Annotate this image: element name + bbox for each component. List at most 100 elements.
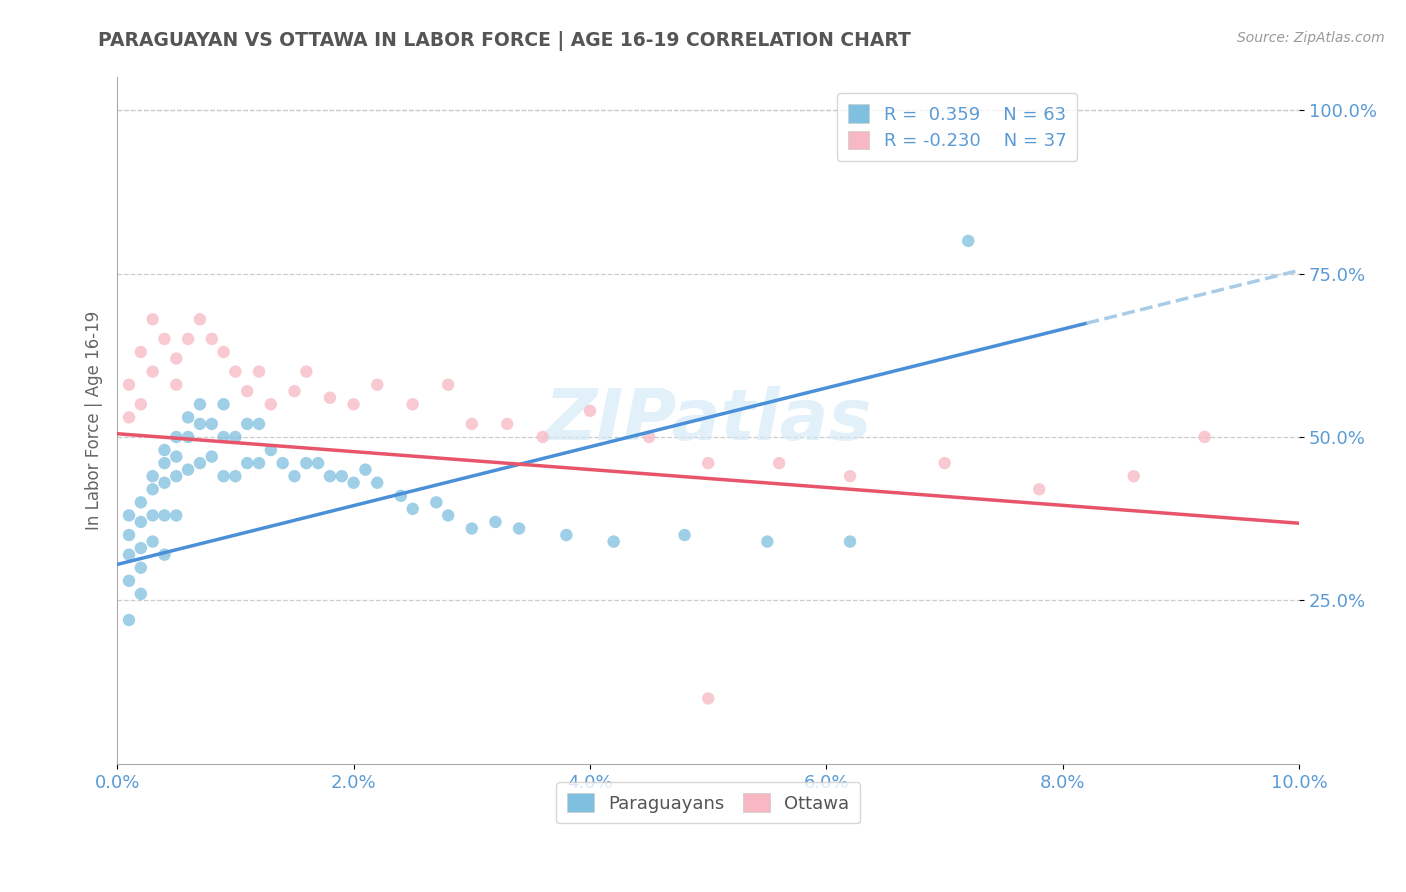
Point <box>129 515 152 529</box>
Point <box>177 410 200 425</box>
Point <box>165 377 187 392</box>
Point <box>461 417 484 431</box>
Y-axis label: In Labor Force | Age 16-19: In Labor Force | Age 16-19 <box>86 311 103 530</box>
Point <box>142 534 165 549</box>
Point <box>129 541 152 555</box>
Point <box>142 483 165 497</box>
Point <box>142 469 165 483</box>
Point <box>153 475 176 490</box>
Point <box>366 377 388 392</box>
Point <box>129 495 152 509</box>
Point <box>212 345 235 359</box>
Point <box>673 528 696 542</box>
Point <box>602 534 624 549</box>
Point <box>224 430 246 444</box>
Point <box>153 456 176 470</box>
Point <box>354 463 377 477</box>
Point <box>188 417 211 431</box>
Point <box>260 397 283 411</box>
Point <box>638 430 661 444</box>
Point <box>484 515 506 529</box>
Point <box>142 312 165 326</box>
Point <box>461 521 484 535</box>
Point <box>366 475 388 490</box>
Point <box>283 384 305 399</box>
Point <box>165 450 187 464</box>
Point <box>153 443 176 458</box>
Point <box>330 469 353 483</box>
Point <box>212 397 235 411</box>
Point <box>129 587 152 601</box>
Point <box>153 508 176 523</box>
Point <box>177 463 200 477</box>
Point <box>165 469 187 483</box>
Point <box>425 495 447 509</box>
Point <box>508 521 530 535</box>
Point <box>271 456 294 470</box>
Point <box>236 417 259 431</box>
Point <box>756 534 779 549</box>
Point <box>496 417 519 431</box>
Point <box>531 430 554 444</box>
Point <box>247 417 270 431</box>
Point <box>212 430 235 444</box>
Point <box>342 475 364 490</box>
Point <box>697 456 720 470</box>
Point <box>236 456 259 470</box>
Point <box>224 469 246 483</box>
Point <box>1122 469 1144 483</box>
Point <box>165 508 187 523</box>
Point <box>142 365 165 379</box>
Point <box>142 508 165 523</box>
Text: ZIPatlas: ZIPatlas <box>544 386 872 455</box>
Point <box>768 456 790 470</box>
Point <box>118 548 141 562</box>
Point <box>342 397 364 411</box>
Point <box>247 365 270 379</box>
Point <box>319 391 342 405</box>
Point <box>188 397 211 411</box>
Point <box>201 417 224 431</box>
Point <box>555 528 578 542</box>
Point <box>579 404 602 418</box>
Point <box>1028 483 1050 497</box>
Point <box>295 456 318 470</box>
Point <box>934 456 956 470</box>
Point <box>437 377 460 392</box>
Point <box>188 312 211 326</box>
Point <box>260 443 283 458</box>
Legend: Paraguayans, Ottawa: Paraguayans, Ottawa <box>557 782 860 823</box>
Point <box>129 560 152 574</box>
Point <box>1194 430 1216 444</box>
Point <box>212 469 235 483</box>
Point <box>437 508 460 523</box>
Point <box>118 377 141 392</box>
Point <box>224 365 246 379</box>
Point <box>165 430 187 444</box>
Point <box>118 508 141 523</box>
Point <box>177 332 200 346</box>
Text: PARAGUAYAN VS OTTAWA IN LABOR FORCE | AGE 16-19 CORRELATION CHART: PARAGUAYAN VS OTTAWA IN LABOR FORCE | AG… <box>98 31 911 51</box>
Point <box>283 469 305 483</box>
Point <box>402 397 425 411</box>
Point <box>839 469 862 483</box>
Point <box>307 456 329 470</box>
Text: Source: ZipAtlas.com: Source: ZipAtlas.com <box>1237 31 1385 45</box>
Point <box>201 450 224 464</box>
Point <box>188 456 211 470</box>
Point <box>129 345 152 359</box>
Point <box>201 332 224 346</box>
Point <box>153 332 176 346</box>
Point <box>177 430 200 444</box>
Point <box>153 548 176 562</box>
Point <box>118 574 141 588</box>
Point <box>118 613 141 627</box>
Point <box>165 351 187 366</box>
Point <box>697 691 720 706</box>
Point <box>957 234 980 248</box>
Point <box>839 534 862 549</box>
Point <box>295 365 318 379</box>
Point <box>236 384 259 399</box>
Point <box>389 489 412 503</box>
Point <box>402 501 425 516</box>
